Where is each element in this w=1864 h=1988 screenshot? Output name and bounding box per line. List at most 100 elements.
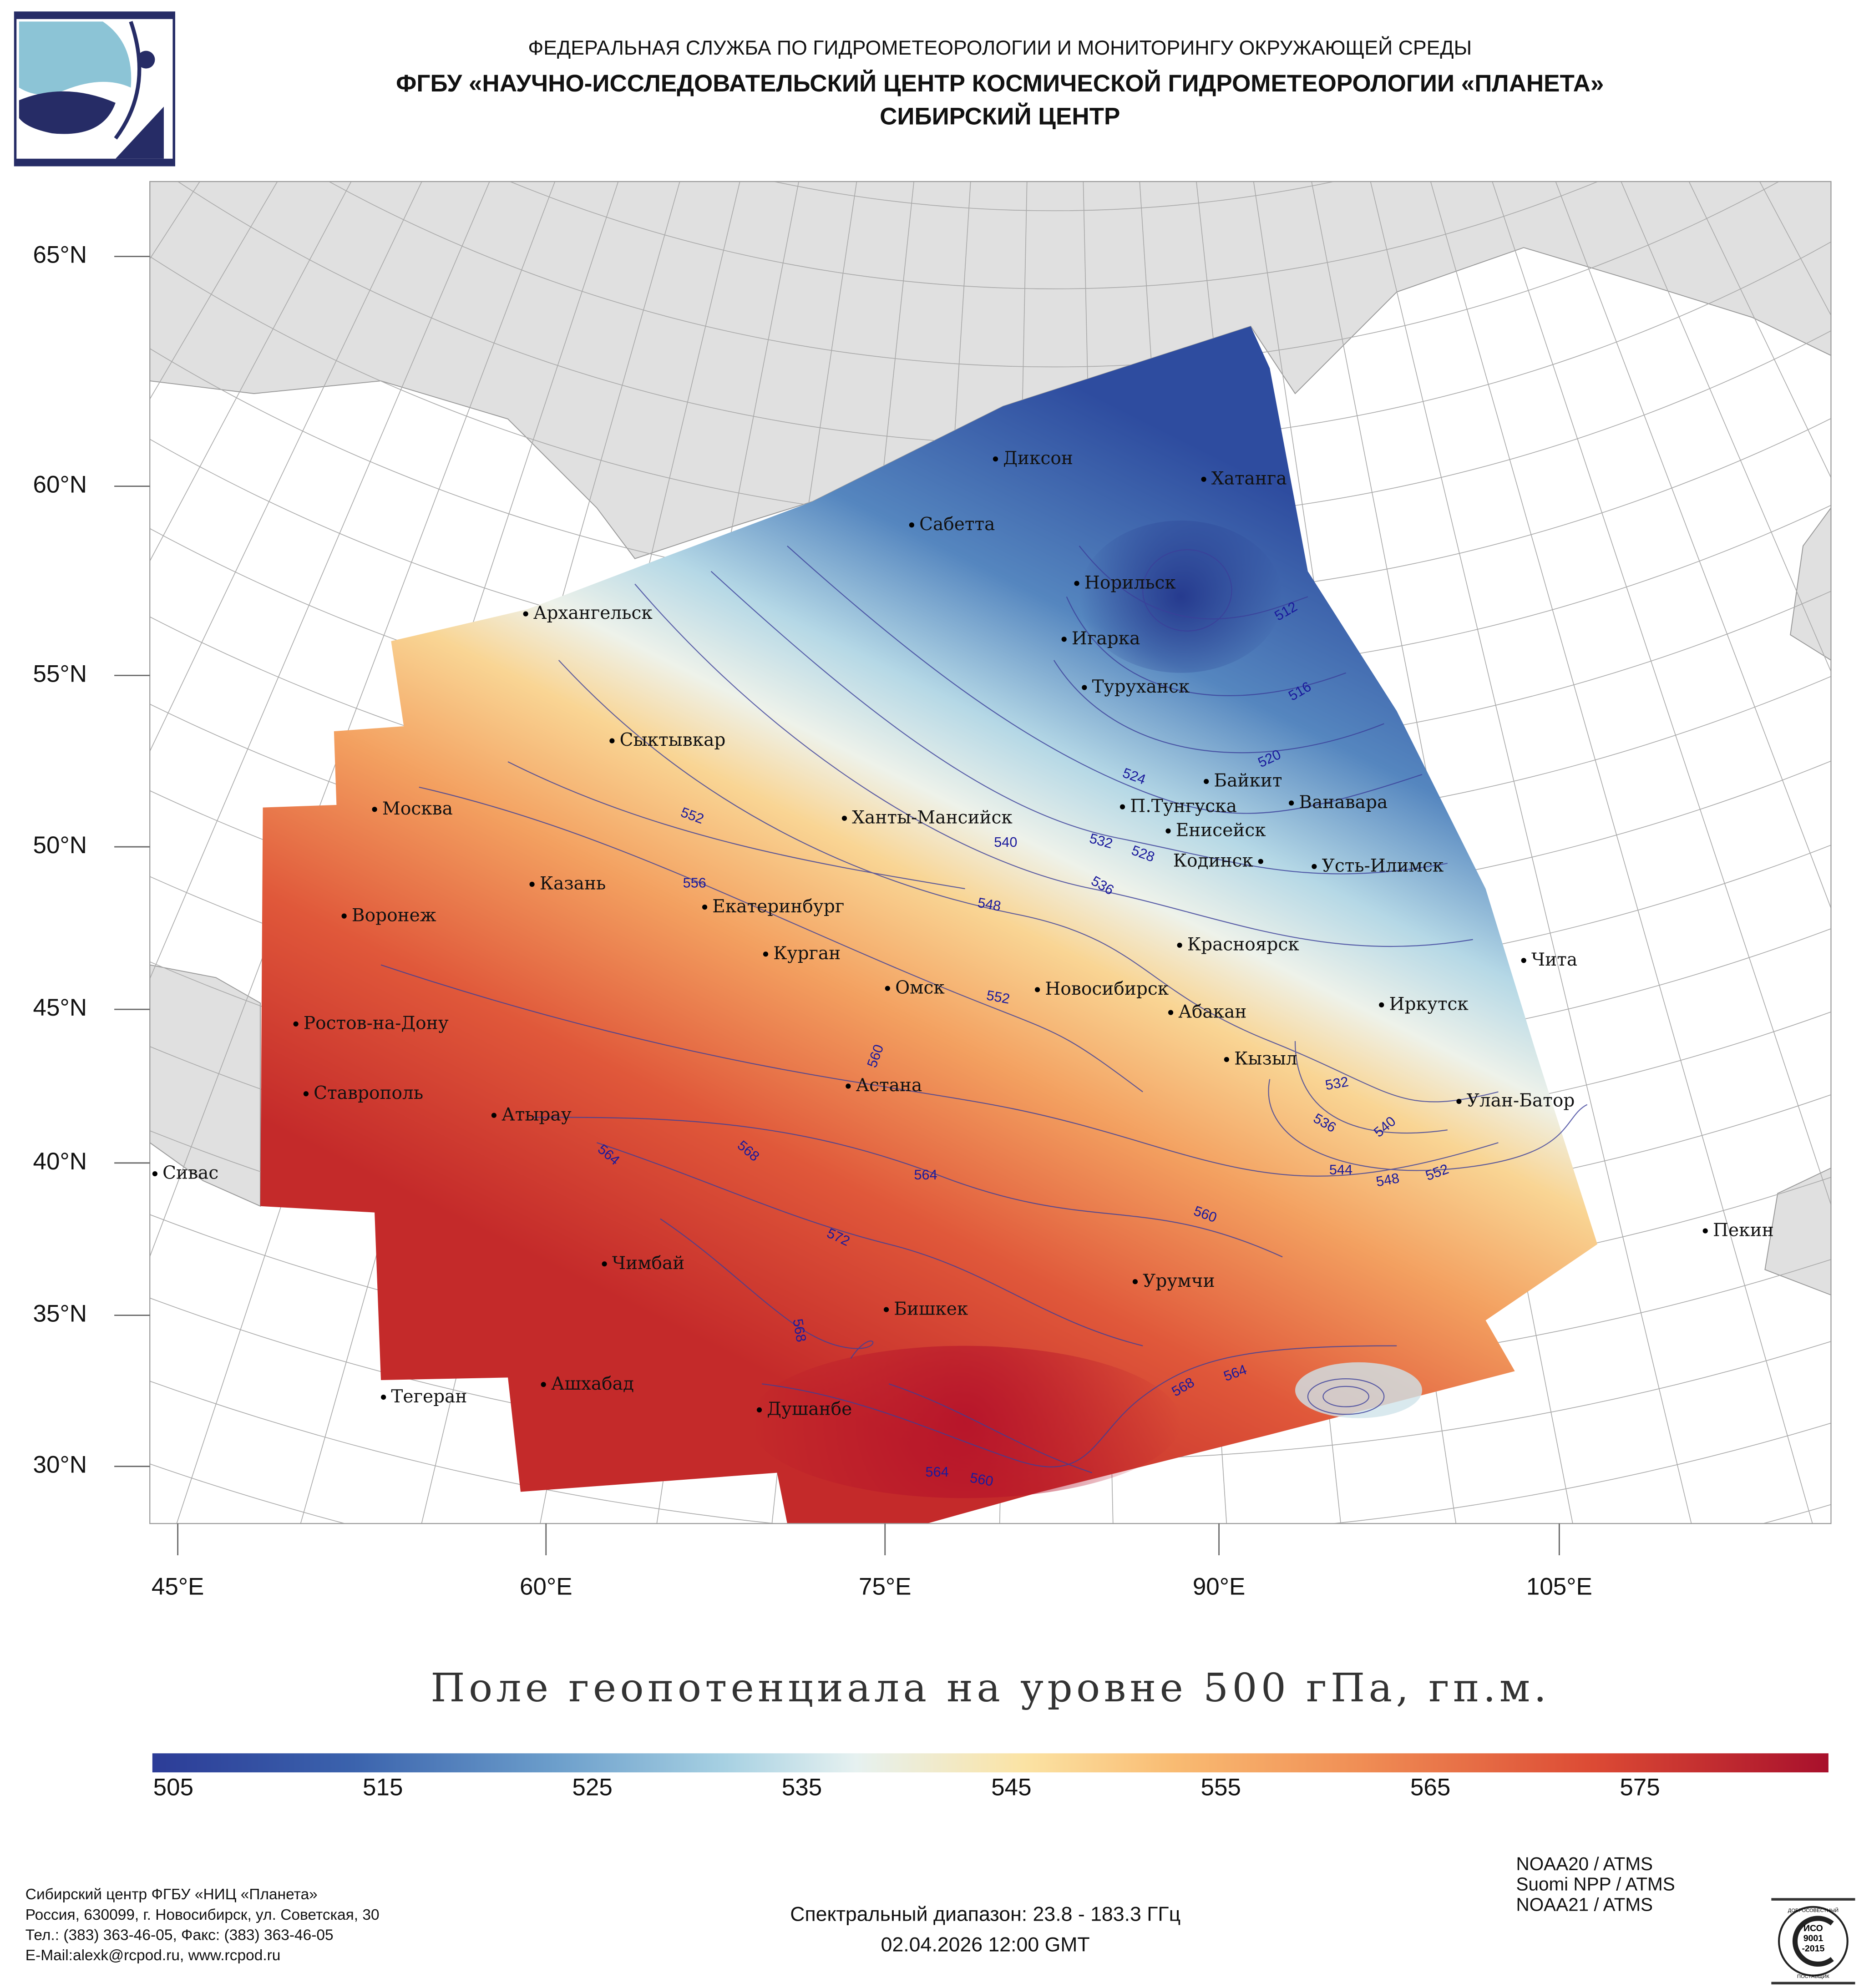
city-dot-icon [1521, 958, 1526, 963]
city-label: Екатеринбург [712, 897, 845, 917]
meridian-line [150, 181, 490, 980]
city-marker: Новосибирск [1035, 979, 1169, 1000]
city-marker: Сивас [152, 1164, 218, 1184]
city-marker: Норильск [1074, 574, 1176, 594]
city-dot-icon [1312, 864, 1317, 869]
city-marker: Ростов-на-Дону [293, 1013, 449, 1034]
city-label: Абакан [1178, 1002, 1247, 1023]
city-marker: Кодинск [1173, 852, 1264, 872]
city-label: Туруханск [1092, 677, 1190, 698]
header-center: СИБИРСКИЙ ЦЕНТР [880, 104, 1120, 131]
city-dot-icon [523, 611, 528, 617]
city-dot-icon [883, 1307, 889, 1312]
lat-label: 55°N [33, 661, 87, 688]
org-email[interactable]: E-Mail:alexk@rcpod.ru, www.rcpod.ru [25, 1946, 281, 1964]
city-dot-icon [993, 456, 998, 462]
city-label: Сабетта [919, 515, 995, 536]
city-dot-icon [1201, 476, 1206, 482]
lat-label: 40°N [33, 1149, 87, 1176]
city-label: Хатанга [1211, 469, 1287, 490]
svg-text:9001: 9001 [1803, 1933, 1823, 1943]
city-dot-icon [1204, 779, 1209, 784]
datetime: 02.04.2026 12:00 GMT [881, 1935, 1090, 1957]
lat-label: 45°N [33, 995, 87, 1022]
city-dot-icon [303, 1091, 309, 1097]
city-dot-icon [1177, 942, 1182, 948]
contour-label: 556 [683, 876, 706, 891]
city-label: Ванавара [1299, 793, 1388, 814]
city-marker: Душанбе [756, 1401, 852, 1420]
city-label: Ашхабад [551, 1374, 634, 1395]
meridian-line [1621, 181, 1831, 673]
city-label: Игарка [1071, 629, 1140, 650]
city-marker: Чимбай [602, 1254, 685, 1274]
city-marker: Улан-Батор [1456, 1091, 1575, 1112]
city-marker: Абакан [1168, 1002, 1247, 1023]
city-marker: Казань [529, 875, 606, 895]
city-marker: Атырау [491, 1106, 572, 1126]
city-dot-icon [1702, 1228, 1708, 1234]
city-label: Пекин [1712, 1220, 1774, 1241]
meridian-line [1370, 181, 1692, 1524]
city-dot-icon [1165, 828, 1171, 834]
city-marker: Сыктывкар [609, 730, 726, 751]
city-marker: Туруханск [1082, 678, 1190, 698]
sea-of-japan [1764, 507, 1831, 1296]
city-dot-icon [1132, 1279, 1138, 1285]
colorbar-tick-label: 525 [572, 1775, 613, 1802]
city-marker: Воронеж [341, 905, 436, 926]
city-dot-icon [293, 1021, 299, 1027]
parallel-line [774, 181, 1334, 211]
satellite-item: Suomi NPP / ATMS [1516, 1875, 1675, 1896]
colorbar-tick-label: 575 [1620, 1775, 1660, 1802]
city-marker: Енисейск [1165, 820, 1266, 841]
city-marker: Бишкек [883, 1299, 968, 1320]
colorbar-tick-label: 505 [153, 1775, 194, 1802]
city-label: П.Тунгуска [1130, 796, 1237, 817]
city-label: Новосибирск [1045, 979, 1169, 1000]
city-marker: Астана [846, 1077, 922, 1096]
city-label: Сыктывкар [619, 730, 726, 751]
city-marker: Пекин [1702, 1220, 1774, 1241]
city-dot-icon [1258, 859, 1264, 864]
satellite-item: NOAA20 / ATMS [1516, 1855, 1653, 1876]
contour-label: 544 [1329, 1163, 1353, 1179]
city-marker: Ставрополь [303, 1084, 423, 1104]
colorbar-tick-label: 565 [1410, 1775, 1451, 1802]
lon-label: 45°E [151, 1574, 204, 1601]
meridian-line [1555, 181, 1831, 910]
city-marker: Ашхабад [541, 1374, 634, 1395]
city-dot-icon [1082, 685, 1087, 690]
city-label: Омск [895, 978, 945, 999]
city-label: Чимбай [612, 1254, 685, 1274]
map-title: Поле геопотенциала на уровне 500 гПа, гп… [431, 1665, 1550, 1712]
colorbar-tick-label: 535 [781, 1775, 822, 1802]
org-name: Сибирский центр ФГБУ «НИЦ «Планета» [25, 1885, 318, 1903]
organization-info: Сибирский центр ФГБУ «НИЦ «Планета» Росс… [25, 1884, 380, 1966]
city-dot-icon [1379, 1002, 1384, 1008]
city-label: Урумчи [1143, 1271, 1215, 1292]
city-dot-icon [841, 815, 847, 821]
lon-label: 90°E [1192, 1574, 1246, 1601]
header-institute: ФГБУ «НАУЧНО-ИССЛЕДОВАТЕЛЬСКИЙ ЦЕНТР КОС… [396, 71, 1604, 98]
city-dot-icon [756, 1407, 762, 1413]
city-label: Улан-Батор [1466, 1091, 1575, 1112]
colorbar-tick-label: 545 [991, 1775, 1032, 1802]
city-marker: Сабетта [909, 516, 995, 535]
meridian-line [1492, 181, 1831, 1206]
city-label: Бишкек [894, 1299, 968, 1320]
city-marker: Архангельск [523, 604, 653, 624]
city-dot-icon [341, 913, 347, 919]
city-label: Воронеж [351, 905, 436, 926]
org-phone: Тел.: (383) 363-46-05, Факс: (383) 363-4… [25, 1926, 334, 1944]
iso-certification-stamp: ИСО 9001 -2015 ДОБРОСОВЕСТНЫЙ ПОСТАВЩИК [1771, 1898, 1855, 1985]
city-marker: Иркутск [1379, 996, 1469, 1015]
city-label: Енисейск [1175, 820, 1266, 841]
city-marker: Тегеран [381, 1388, 467, 1407]
city-marker: Игарка [1061, 629, 1140, 650]
meridian-line [1829, 0, 1864, 1098]
city-label: Ростов-на-Дону [303, 1013, 449, 1034]
city-dot-icon [1456, 1098, 1462, 1104]
meridian-line [150, 181, 422, 752]
cold-core [1079, 520, 1283, 673]
